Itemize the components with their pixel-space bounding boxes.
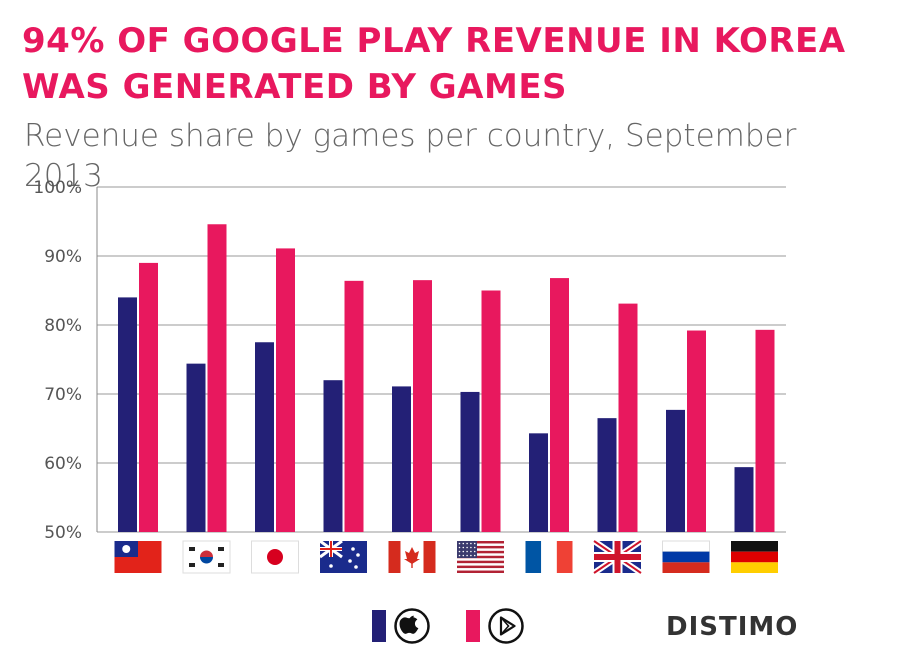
flag-france-icon xyxy=(525,541,573,573)
bar-ios-6 xyxy=(529,433,548,532)
flag-taiwan-icon xyxy=(114,541,162,573)
bar-google-play-0 xyxy=(139,262,158,532)
bar-ios-3 xyxy=(323,380,343,532)
chart-subtitle: Revenue share by games per country, Sept… xyxy=(24,118,797,194)
y-tick-label: 70% xyxy=(44,385,82,405)
bar-ios-1 xyxy=(186,363,206,532)
bar-google-play-5 xyxy=(481,290,501,532)
bar-ios-0 xyxy=(118,297,137,532)
legend-swatch-ios xyxy=(372,610,386,642)
flag-russia-icon xyxy=(662,540,710,573)
bar-ios-9 xyxy=(734,467,754,532)
bar-google-play-2 xyxy=(276,248,295,532)
bar-google-play-7 xyxy=(618,303,638,532)
chart-title: 94% OF GOOGLE PLAY REVENUE IN KOREA WAS … xyxy=(22,21,846,107)
y-tick-label: 80% xyxy=(44,316,82,336)
y-tick-label: 60% xyxy=(44,454,82,474)
legend-swatch-google xyxy=(466,610,480,642)
flag-united-kingdom-icon xyxy=(592,538,643,576)
google-play-icon xyxy=(488,608,524,644)
flag-canada-icon xyxy=(388,541,436,573)
bar-google-play-9 xyxy=(755,329,775,532)
y-tick-label: 50% xyxy=(44,523,82,543)
bar-ios-4 xyxy=(392,386,411,532)
flag-japan-icon xyxy=(251,540,299,574)
y-tick-label: 90% xyxy=(44,247,82,267)
bar-google-play-8 xyxy=(687,330,706,532)
bar-google-play-6 xyxy=(550,278,569,532)
bar-google-play-1 xyxy=(207,224,227,532)
distimo-logo: DISTIMO xyxy=(666,612,799,642)
flag-australia-icon xyxy=(319,539,367,573)
bar-ios-8 xyxy=(666,409,685,532)
bar-google-play-4 xyxy=(413,280,432,532)
bar-ios-5 xyxy=(460,391,480,532)
y-tick-label: 100% xyxy=(33,178,82,198)
apple-icon xyxy=(394,608,430,644)
bar-google-play-3 xyxy=(344,280,364,532)
flag-south-korea-icon xyxy=(182,540,231,574)
bar-ios-2 xyxy=(255,342,274,532)
flag-germany-icon xyxy=(731,541,778,573)
flag-united-states-icon xyxy=(457,541,504,573)
bar-ios-7 xyxy=(597,418,617,532)
